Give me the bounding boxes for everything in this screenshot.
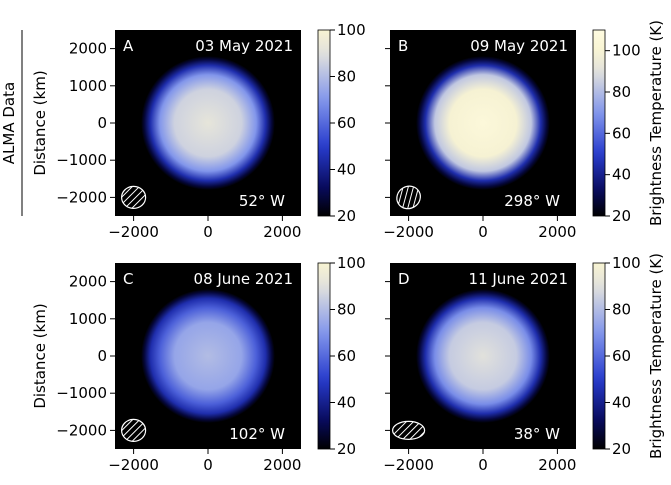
panel-label: D [398,270,410,288]
disk-image [416,289,550,423]
colorbar-tick-label: 60 [337,114,356,132]
colorbar-tick-label: 20 [612,440,631,458]
colorbar-tick-label: 80 [612,301,631,319]
panel-label: A [123,37,134,55]
colorbar-label: Brightness Temperature (K) [647,20,665,226]
x-tick-label: 0 [478,223,488,241]
panel-date: 03 May 2021 [195,37,293,55]
colorbar-tick-label: 100 [612,254,641,272]
x-tick-label: 2000 [538,223,576,241]
colorbar-tick-label: 100 [612,42,641,60]
beam [121,185,147,209]
colorbar [592,29,606,217]
y-axis-label: Distance (km) [31,303,49,408]
disk-image [141,56,275,190]
colorbar-tick-label: 40 [612,166,631,184]
x-tick-label: 2000 [263,456,301,474]
longitude: 52° W [239,192,285,210]
colorbar-tick-label: 40 [337,394,356,412]
colorbar-tick-label: 80 [612,83,631,101]
x-tick-label: 0 [203,223,213,241]
x-tick-label: 0 [203,456,213,474]
y-tick-label: 0 [97,347,107,365]
colorbar-tick-label: 80 [337,301,356,319]
y-tick-label: −1000 [56,384,107,402]
y-tick-label: 1000 [69,77,107,95]
y-tick-label: 1000 [69,310,107,328]
y-tick-label: −1000 [56,151,107,169]
colorbar-tick-label: 60 [337,347,356,365]
longitude: 102° W [229,425,285,443]
panel-label: B [398,37,408,55]
colorbar-tick-label: 60 [612,124,631,142]
y-tick-label: 2000 [69,40,107,58]
colorbar-tick-label: 100 [337,21,366,39]
x-tick-label: 0 [478,456,488,474]
panel-date: 09 May 2021 [470,37,568,55]
x-tick-label: −2000 [383,456,434,474]
colorbar-tick-label: 20 [612,207,631,225]
panel-label: C [123,270,133,288]
colorbar-tick-label: 60 [612,347,631,365]
colorbar-tick-label: 20 [337,440,356,458]
panel-date: 11 June 2021 [469,270,568,288]
y-tick-label: −2000 [56,421,107,439]
colorbar [592,262,606,450]
colorbar-tick-label: 80 [337,68,356,86]
colorbar-tick-label: 40 [337,161,356,179]
colorbar-label: Brightness Temperature (K) [647,253,665,459]
longitude: 298° W [504,192,560,210]
colorbar [317,262,331,450]
panel-date: 08 June 2021 [194,270,293,288]
colorbar [317,29,331,217]
beam [392,420,426,440]
y-tick-label: 0 [97,114,107,132]
beam [396,185,421,210]
colorbar-tick-label: 20 [337,207,356,225]
x-tick-label: −2000 [383,223,434,241]
x-tick-label: −2000 [108,456,159,474]
disk-image [416,56,550,190]
y-tick-label: −2000 [56,188,107,206]
longitude: 38° W [514,425,560,443]
x-tick-label: −2000 [108,223,159,241]
x-tick-label: 2000 [538,456,576,474]
beam [121,418,147,442]
x-tick-label: 2000 [263,223,301,241]
y-tick-label: 2000 [69,273,107,291]
y-axis-label: Distance (km) [31,70,49,175]
colorbar-tick-label: 100 [337,254,366,272]
colorbar-tick-label: 40 [612,394,631,412]
row-label: ALMA Data [0,82,18,164]
disk-image [141,289,275,423]
